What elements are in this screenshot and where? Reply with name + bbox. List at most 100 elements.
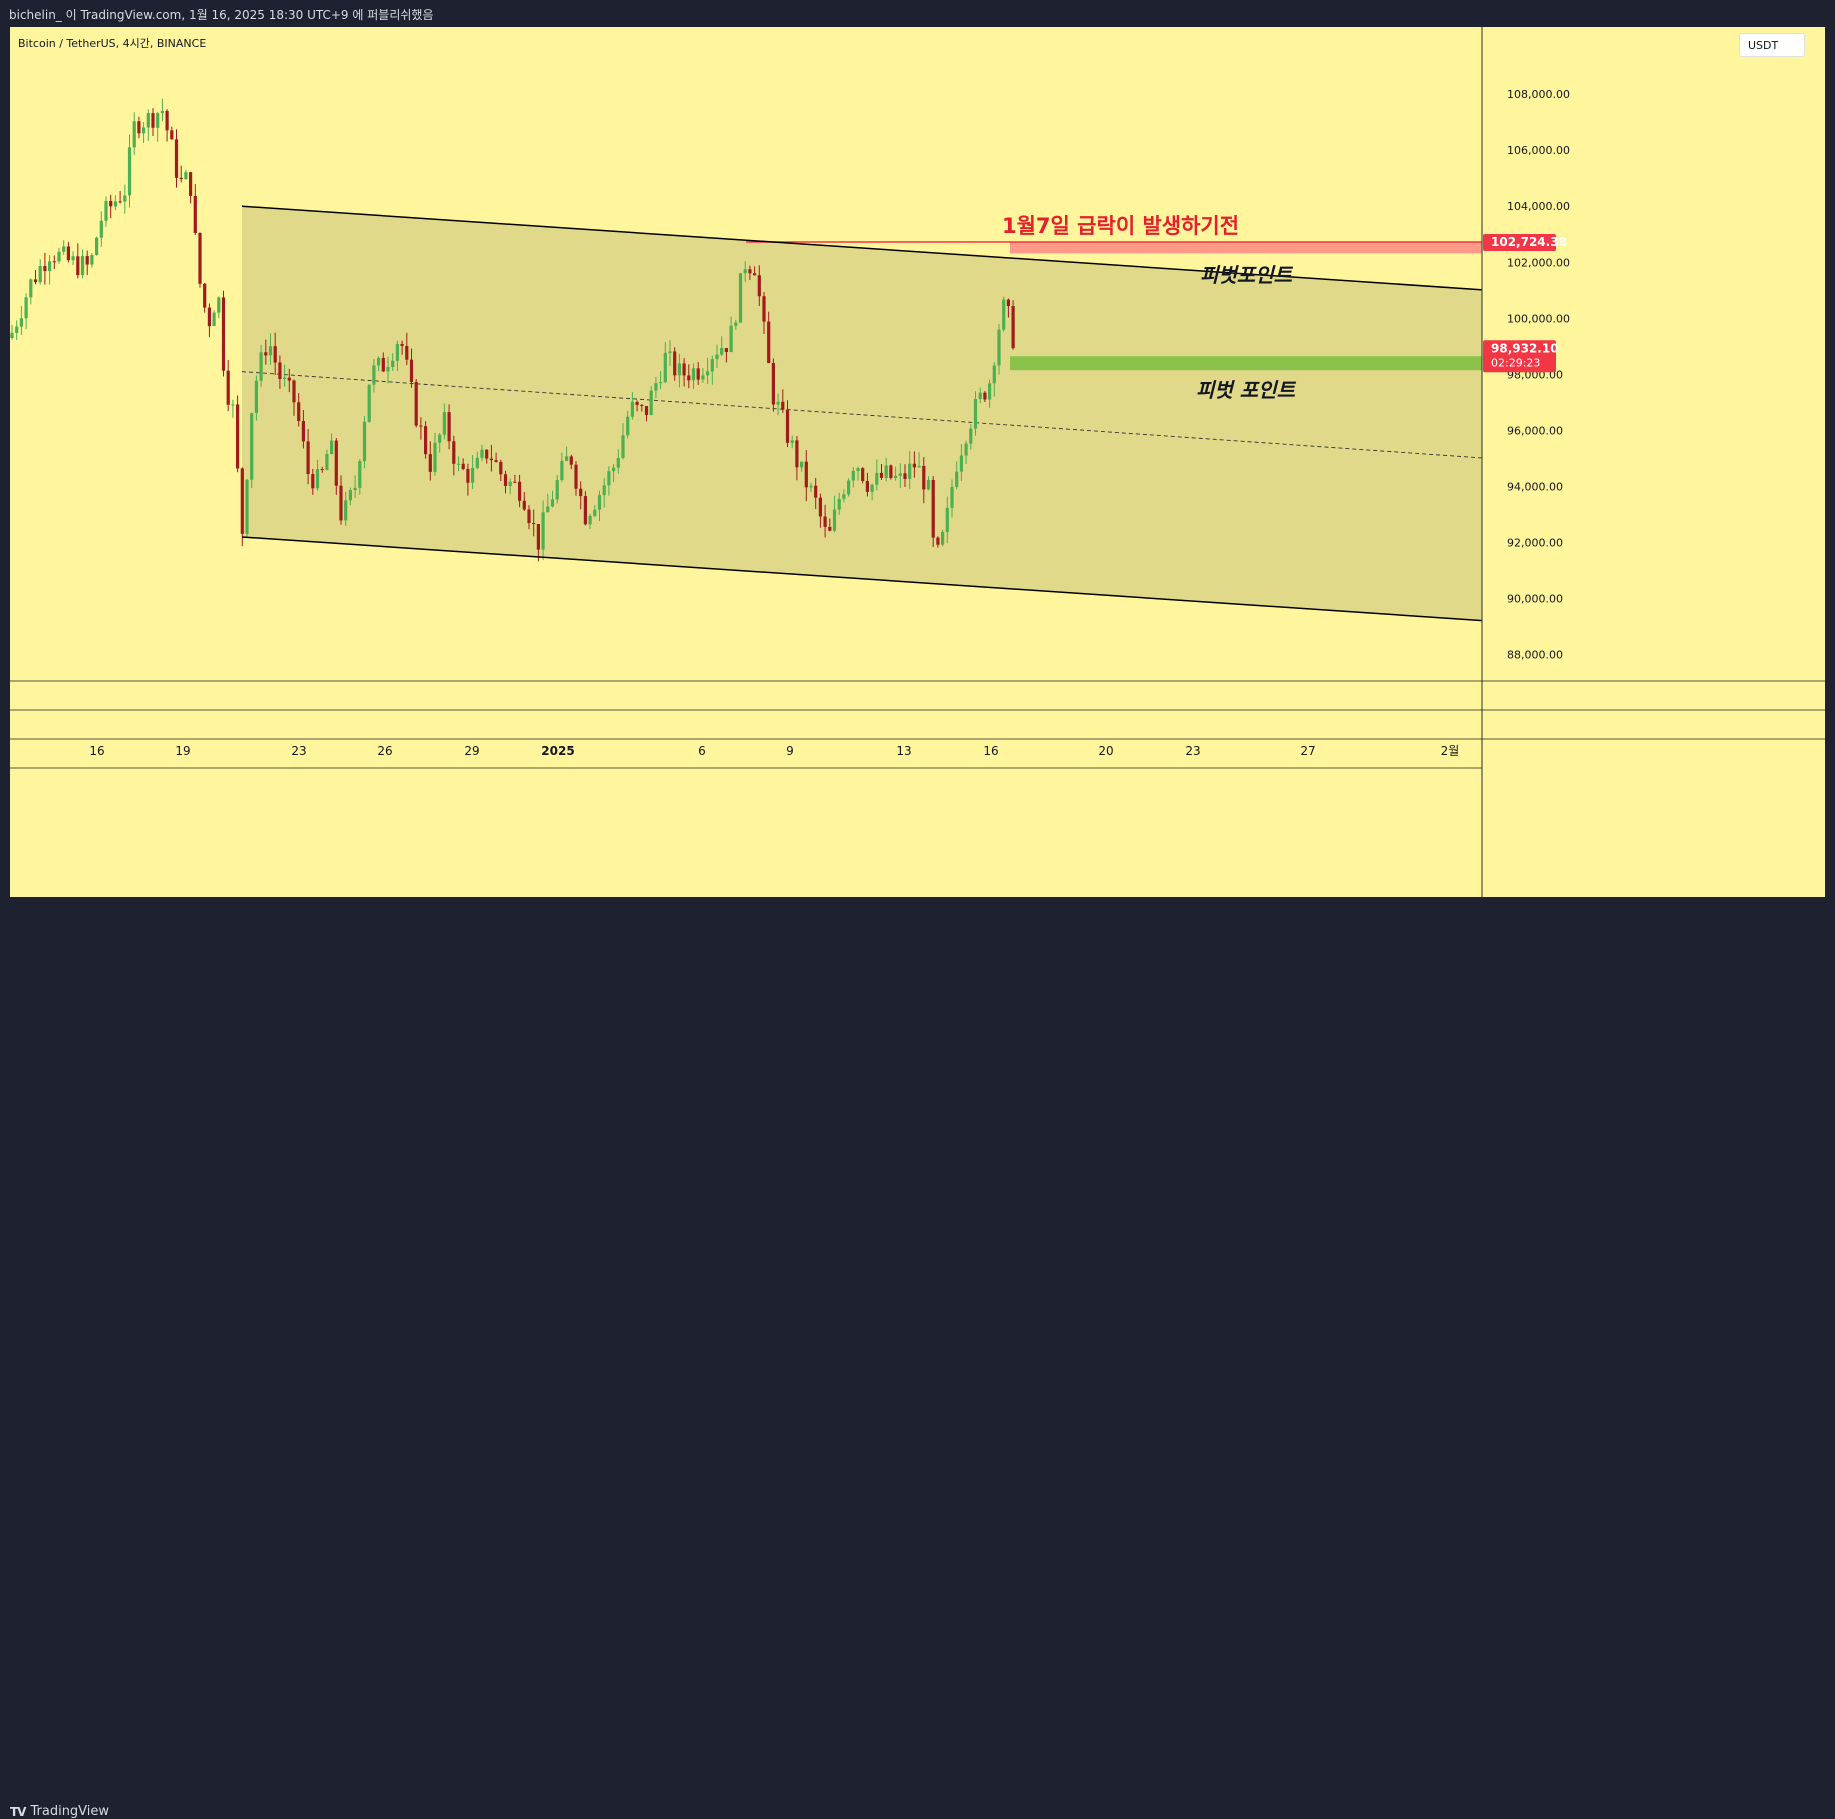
candle[interactable] xyxy=(217,296,221,319)
candle[interactable] xyxy=(762,291,766,334)
candle[interactable] xyxy=(245,478,249,537)
candle[interactable] xyxy=(743,261,747,282)
candle[interactable] xyxy=(311,468,315,495)
candle[interactable] xyxy=(734,320,738,330)
candle[interactable] xyxy=(861,467,865,484)
candle[interactable] xyxy=(936,536,940,548)
candle[interactable] xyxy=(254,375,258,421)
candle[interactable] xyxy=(339,475,343,525)
annotation-text[interactable]: 1월7일 급락이 발생하기전 xyxy=(1002,214,1239,238)
candle[interactable] xyxy=(330,433,334,455)
candle[interactable] xyxy=(593,505,597,518)
candle[interactable] xyxy=(959,444,963,482)
candle[interactable] xyxy=(184,169,188,180)
candle[interactable] xyxy=(334,437,338,495)
candle[interactable] xyxy=(649,386,653,416)
candle[interactable] xyxy=(433,432,437,476)
candle[interactable] xyxy=(466,463,470,496)
candle[interactable] xyxy=(518,474,522,508)
candle[interactable] xyxy=(583,491,587,526)
candle[interactable] xyxy=(405,332,409,366)
candle[interactable] xyxy=(292,379,296,416)
candle[interactable] xyxy=(922,457,926,504)
candle[interactable] xyxy=(574,461,578,496)
candle[interactable] xyxy=(71,251,75,266)
candle[interactable] xyxy=(259,344,263,387)
candle[interactable] xyxy=(917,452,921,468)
candle[interactable] xyxy=(174,129,179,188)
tradingview-logo[interactable]: TV TradingView xyxy=(10,1804,109,1819)
candle[interactable] xyxy=(447,404,451,450)
candle[interactable] xyxy=(268,333,273,365)
candle[interactable] xyxy=(715,344,719,368)
candle[interactable] xyxy=(95,236,99,256)
candle[interactable] xyxy=(691,363,696,390)
candle[interactable] xyxy=(696,362,700,385)
candle[interactable] xyxy=(264,339,268,365)
candle[interactable] xyxy=(113,195,117,211)
candle[interactable] xyxy=(297,393,301,427)
candle[interactable] xyxy=(90,253,94,268)
candle[interactable] xyxy=(903,464,907,488)
candle[interactable] xyxy=(800,461,804,472)
candle[interactable] xyxy=(193,184,197,236)
candle[interactable] xyxy=(391,353,395,371)
candle[interactable] xyxy=(753,266,757,276)
candle[interactable] xyxy=(348,487,352,506)
candle[interactable] xyxy=(884,457,888,482)
candle[interactable] xyxy=(687,364,691,389)
candle[interactable] xyxy=(908,451,912,490)
candle[interactable] xyxy=(480,444,484,462)
candle[interactable] xyxy=(955,461,959,490)
candle[interactable] xyxy=(640,404,644,412)
candle[interactable] xyxy=(146,109,150,141)
candle[interactable] xyxy=(386,356,390,384)
candle[interactable] xyxy=(301,410,305,449)
candle[interactable] xyxy=(132,112,136,156)
candle[interactable] xyxy=(536,523,540,562)
candle[interactable] xyxy=(546,493,550,513)
candle[interactable] xyxy=(988,379,992,408)
candle[interactable] xyxy=(33,269,38,285)
candle[interactable] xyxy=(894,466,898,481)
candle[interactable] xyxy=(320,466,324,473)
candle[interactable] xyxy=(851,467,855,488)
upper-trendline[interactable] xyxy=(241,205,1491,292)
candle[interactable] xyxy=(24,293,28,330)
candle[interactable] xyxy=(137,116,141,139)
candle[interactable] xyxy=(828,518,832,532)
candle[interactable] xyxy=(456,456,461,472)
candle[interactable] xyxy=(203,282,207,313)
candle[interactable] xyxy=(738,273,743,323)
symbol-info[interactable]: Bitcoin / TetherUS, 4시간, BINANCE xyxy=(18,37,207,50)
candle[interactable] xyxy=(710,355,714,385)
price-axis[interactable] xyxy=(1482,27,1825,897)
candle[interactable] xyxy=(945,496,949,544)
candle[interactable] xyxy=(781,389,785,413)
candle[interactable] xyxy=(527,505,531,530)
candle[interactable] xyxy=(475,451,479,470)
candle[interactable] xyxy=(701,368,705,383)
candle[interactable] xyxy=(837,492,841,515)
candle[interactable] xyxy=(912,451,916,478)
candle[interactable] xyxy=(983,390,987,403)
currency-selector[interactable]: USDT xyxy=(1739,33,1805,57)
candle[interactable] xyxy=(358,458,362,495)
candle[interactable] xyxy=(795,435,799,481)
candle[interactable] xyxy=(381,352,385,372)
candle[interactable] xyxy=(226,360,230,412)
candle[interactable] xyxy=(541,500,545,561)
candle[interactable] xyxy=(48,255,52,285)
candle[interactable] xyxy=(706,357,710,385)
candle[interactable] xyxy=(879,464,884,480)
candle[interactable] xyxy=(931,476,935,547)
candle[interactable] xyxy=(160,98,164,122)
candle[interactable] xyxy=(80,249,85,279)
candle[interactable] xyxy=(109,194,113,219)
candle[interactable] xyxy=(179,165,183,183)
candle[interactable] xyxy=(832,495,837,533)
candle[interactable] xyxy=(198,232,202,288)
candle[interactable] xyxy=(757,265,761,306)
candle[interactable] xyxy=(659,371,663,390)
